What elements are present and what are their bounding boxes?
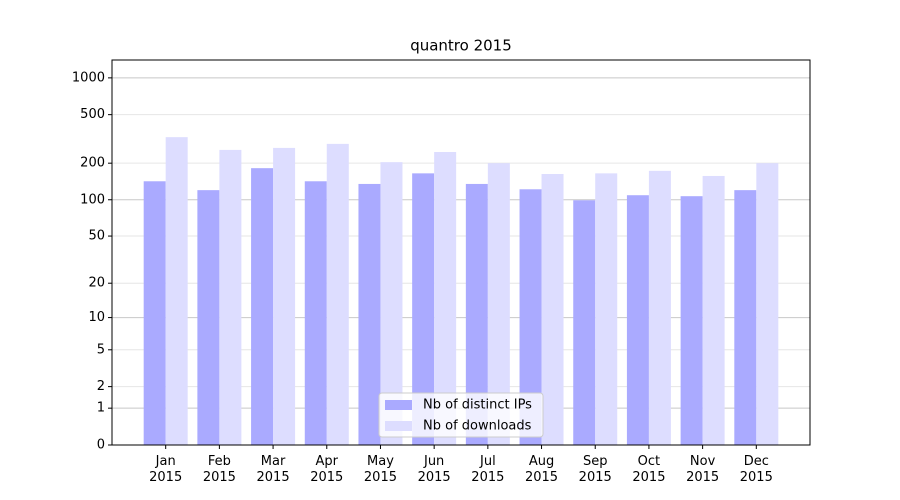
bar <box>412 173 435 445</box>
bar <box>304 181 327 445</box>
y-tick-label: 2 <box>97 379 105 394</box>
legend-label: Nb of distinct IPs <box>423 398 532 413</box>
x-tick-label: Jun 2015 <box>418 454 451 485</box>
y-tick-label: 200 <box>80 156 105 171</box>
bar <box>573 200 596 445</box>
bar <box>143 181 166 445</box>
bar <box>734 190 757 445</box>
bar <box>519 189 542 445</box>
bar <box>165 137 188 445</box>
bar <box>434 152 457 446</box>
x-tick-label: Apr 2015 <box>310 454 343 485</box>
y-tick-label: 10 <box>88 310 105 325</box>
y-tick-label: 5 <box>97 342 105 357</box>
legend: Nb of distinct IPs Nb of downloads <box>378 392 544 438</box>
bar <box>326 143 349 445</box>
y-tick-label: 0 <box>97 438 105 453</box>
bar <box>648 170 671 445</box>
bar <box>219 149 242 445</box>
y-tick-label: 50 <box>88 229 105 244</box>
x-tick-label: Jul 2015 <box>471 454 504 485</box>
plot-frame <box>111 59 811 446</box>
y-tick-label: 1000 <box>72 70 105 85</box>
x-tick-label: Nov 2015 <box>686 454 719 485</box>
bar <box>595 173 618 445</box>
y-tick-label: 1 <box>97 401 105 416</box>
x-tick-label: Dec 2015 <box>740 454 773 485</box>
legend-box <box>378 392 544 438</box>
x-tick-label: Mar 2015 <box>257 454 290 485</box>
chart-title: quantro 2015 <box>410 37 512 55</box>
x-tick-label: Feb 2015 <box>203 454 236 485</box>
x-tick-label: May 2015 <box>364 454 397 485</box>
bar <box>487 163 510 445</box>
x-tick-label: Jan 2015 <box>149 454 182 485</box>
legend-swatch <box>385 400 412 410</box>
bar <box>251 168 274 446</box>
x-tick-label: Aug 2015 <box>525 454 558 485</box>
legend-label: Nb of downloads <box>423 419 532 434</box>
y-tick-label: 100 <box>80 192 105 207</box>
bar <box>380 162 403 445</box>
legend-swatch <box>385 421 412 431</box>
bar <box>541 173 564 445</box>
bar <box>756 163 779 445</box>
x-tick-label: Oct 2015 <box>632 454 665 485</box>
bar <box>465 183 488 445</box>
y-tick-label: 20 <box>88 276 105 291</box>
bar <box>626 195 649 445</box>
y-tick-label: 500 <box>80 107 105 122</box>
bar <box>358 183 381 445</box>
bar <box>273 147 296 445</box>
x-tick-label: Sep 2015 <box>579 454 612 485</box>
bar <box>197 190 220 445</box>
bar <box>702 175 725 445</box>
bar <box>680 196 703 445</box>
